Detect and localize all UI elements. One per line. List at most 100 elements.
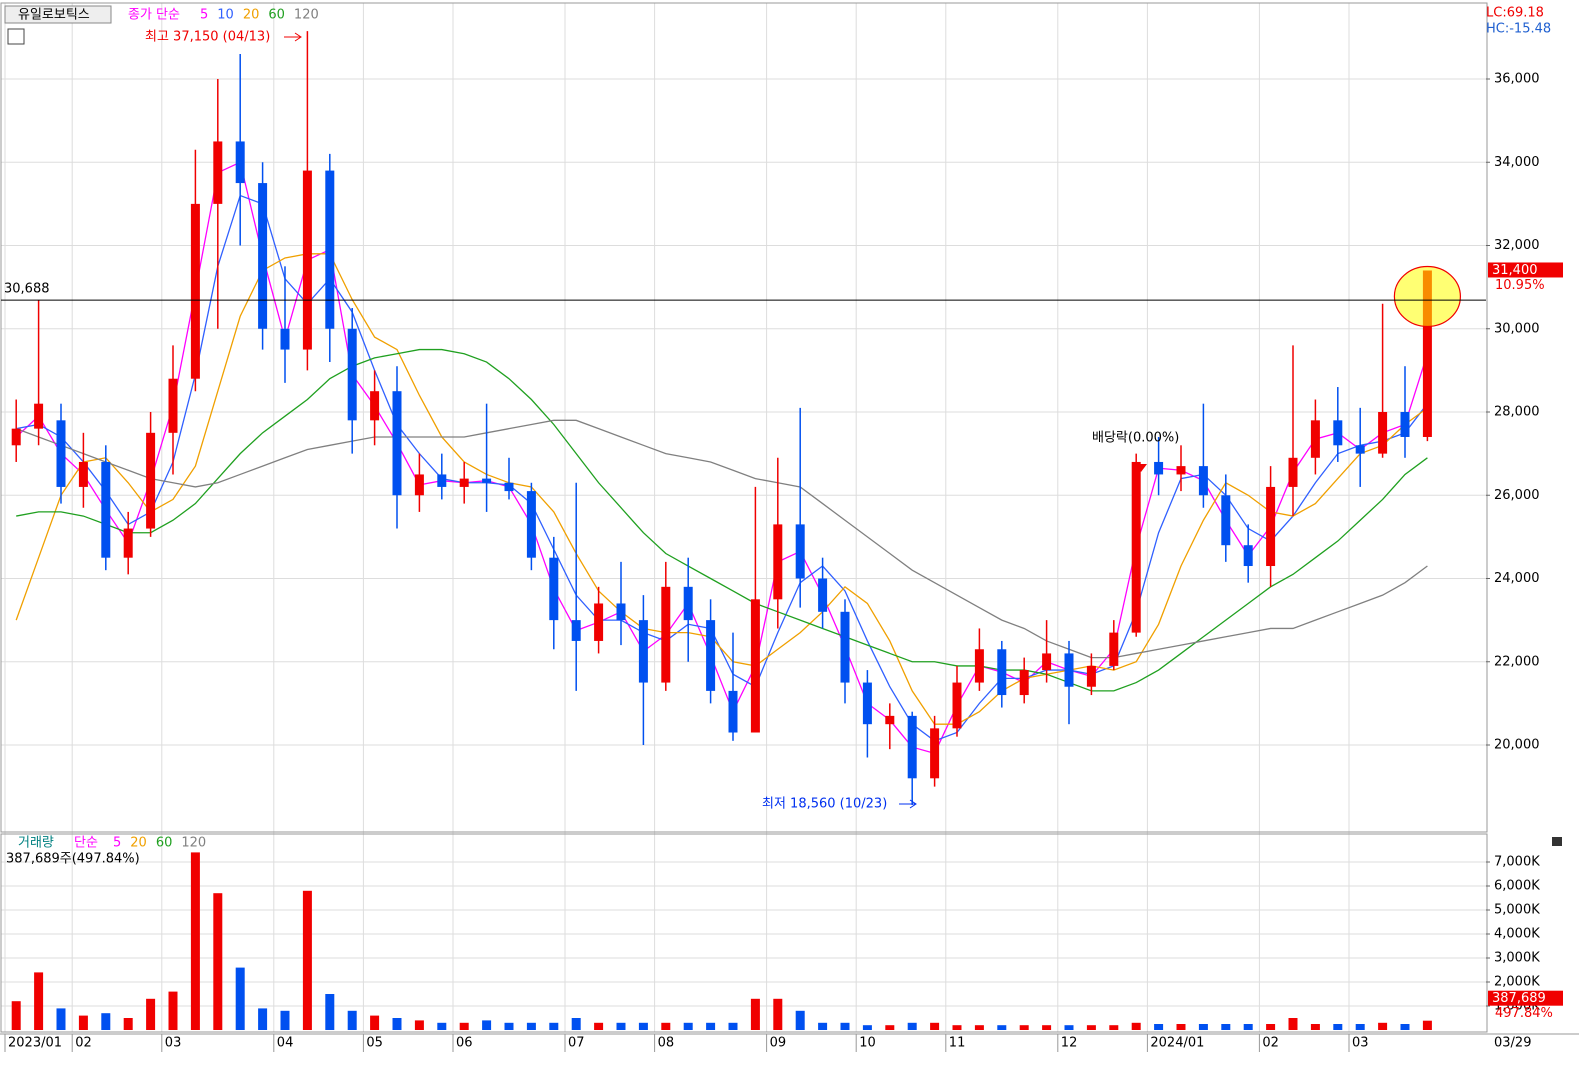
reference-label: 30,688 <box>4 282 50 297</box>
volume-bar <box>706 1022 716 1030</box>
y-tick-label: 34,000 <box>1494 155 1540 170</box>
volume-frame <box>0 833 1488 1033</box>
candle-body <box>482 478 492 483</box>
volume-bar <box>213 893 223 1030</box>
ma-line <box>16 194 1428 742</box>
candle-body <box>1378 412 1388 454</box>
candle-body <box>325 170 335 329</box>
volume-bar <box>549 1022 559 1030</box>
volume-bar <box>952 1025 962 1030</box>
candle-body <box>907 715 917 779</box>
volume-bar <box>1400 1024 1410 1030</box>
volume-bar <box>1378 1022 1388 1030</box>
volume-bar <box>123 1018 133 1030</box>
y-tick-label: 24,000 <box>1494 571 1540 586</box>
candle-body <box>370 391 380 421</box>
y-tick-label: 2,000K <box>1494 975 1540 990</box>
ma-label: 종가 단순 <box>128 8 180 23</box>
candle-body <box>146 432 156 529</box>
candle-body <box>280 328 290 350</box>
candle-body <box>661 586 671 683</box>
x-tick-label: 05 <box>366 1036 383 1051</box>
price-frame <box>0 2 1488 833</box>
volume-bar <box>1019 1025 1029 1030</box>
pane-button[interactable] <box>1552 837 1562 846</box>
ma-line <box>15 253 1428 725</box>
volume-bar <box>459 1022 469 1030</box>
volume-bar <box>594 1022 604 1030</box>
candle-body <box>302 170 312 350</box>
candle-body <box>235 141 245 184</box>
candle-body <box>952 682 962 729</box>
y-tick-label: 32,000 <box>1494 238 1540 253</box>
volume-bar <box>930 1022 940 1030</box>
volume-bar <box>11 1001 21 1030</box>
y-tick-label: 3,000K <box>1494 951 1540 966</box>
candle-body <box>526 491 536 558</box>
volume-bar <box>840 1022 850 1030</box>
x-tick-label: 03 <box>1352 1036 1369 1051</box>
candle-body <box>885 715 895 725</box>
candle-body <box>414 474 424 496</box>
volume-bar <box>638 1022 648 1030</box>
volume-bar <box>1310 1024 1320 1030</box>
candle-body <box>1198 466 1208 496</box>
title-box <box>4 5 112 24</box>
volume-bar <box>616 1022 626 1030</box>
candle-body <box>594 603 604 641</box>
volume-bar <box>392 1018 402 1030</box>
grid <box>1 3 1486 1032</box>
x-tick-label: 06 <box>456 1036 473 1051</box>
volume-bar <box>795 1010 805 1030</box>
legend-entry: 20 <box>243 8 260 23</box>
current-price-box <box>1488 262 1563 278</box>
candle-body <box>1154 461 1164 475</box>
candle-body <box>347 328 357 421</box>
high-arrow <box>284 32 302 42</box>
volume-title: 거래량 <box>18 836 54 851</box>
highlight-circle <box>1393 265 1462 328</box>
ma-line <box>15 419 1428 659</box>
volume-bar <box>1086 1025 1096 1030</box>
candle-body <box>1266 486 1276 567</box>
volume-ma-label: 단순 <box>74 836 98 851</box>
volume-bar <box>683 1022 693 1030</box>
y-tick-label: 26,000 <box>1494 488 1540 503</box>
x-tick-label: 07 <box>568 1036 585 1051</box>
candle-body <box>773 524 783 600</box>
ex-dividend-marker <box>1135 464 1147 472</box>
candle-body <box>1333 420 1343 446</box>
candle-body <box>56 420 66 487</box>
candle-body <box>1400 412 1410 437</box>
volume-bar <box>190 852 200 1030</box>
volume-bar <box>907 1022 917 1030</box>
volume-bar <box>1176 1024 1186 1030</box>
candle-body <box>1176 466 1186 475</box>
y-tick-label: 7,000K <box>1494 855 1540 870</box>
x-tick-label: 02 <box>75 1036 92 1051</box>
volume-bar <box>235 967 245 1030</box>
volume-bar <box>974 1025 984 1030</box>
volume-bar <box>280 1010 290 1030</box>
x-tick-label: 10 <box>859 1036 876 1051</box>
y-tick-label: 5,000K <box>1494 903 1540 918</box>
candle-body <box>1355 445 1365 454</box>
y-tick-label: 28,000 <box>1494 405 1540 420</box>
candle-body <box>1288 457 1298 487</box>
volume-bar <box>1109 1025 1119 1030</box>
y-tick-label: 36,000 <box>1494 72 1540 87</box>
y-tick-label: 4,000K <box>1494 927 1540 942</box>
current-volume-box <box>1488 990 1563 1006</box>
volume-legend-entry: 60 <box>156 836 173 851</box>
volume-bar <box>750 998 760 1030</box>
candle-body <box>213 141 223 204</box>
candle-body <box>1019 670 1029 696</box>
candle-body <box>11 428 21 446</box>
hc-indicator: HC:-15.48 <box>1486 22 1551 37</box>
volume-bar <box>370 1015 380 1030</box>
candle-body <box>549 557 559 621</box>
table-icon[interactable] <box>7 28 25 45</box>
low-annotation: 최저 18,560 (10/23) <box>762 797 887 812</box>
volume-bar <box>1355 1024 1365 1030</box>
volume-bar <box>34 972 44 1030</box>
